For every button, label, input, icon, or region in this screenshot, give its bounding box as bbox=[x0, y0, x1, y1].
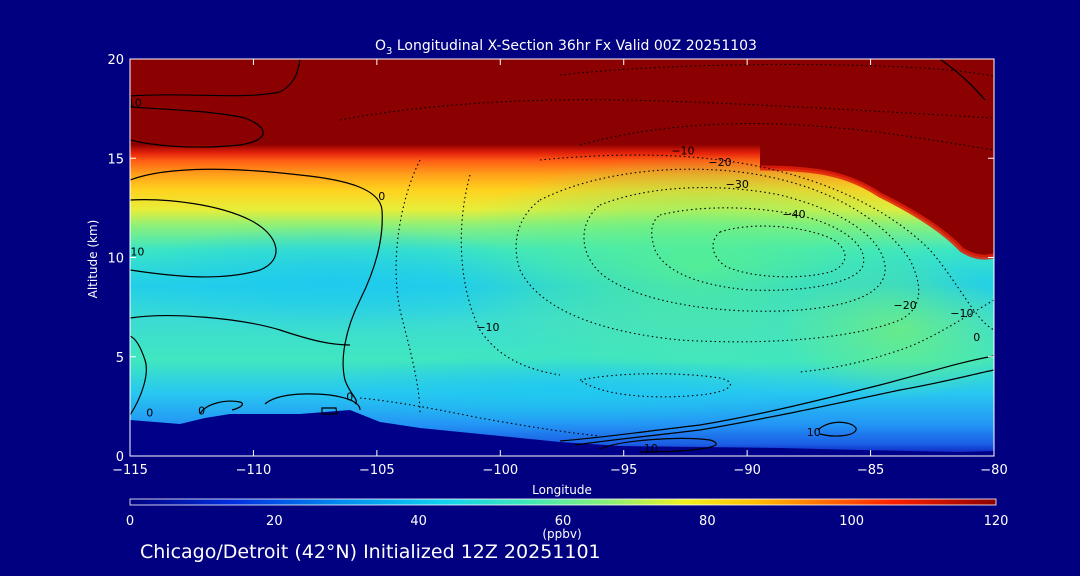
contour-label: 10 bbox=[130, 246, 144, 259]
contour-0-pocket-2 bbox=[321, 407, 338, 415]
contour-0-ridge bbox=[264, 393, 361, 411]
x-tick-label: −105 bbox=[359, 463, 395, 478]
contour-neg-upper-3 bbox=[559, 63, 994, 77]
colorbar-tick-label: 100 bbox=[839, 514, 864, 529]
y-axis: 0 5 10 15 20 bbox=[107, 53, 994, 465]
contour-neg10-west bbox=[395, 159, 421, 416]
contour-label: 0 bbox=[378, 190, 385, 203]
colorbar-unit-label: (ppbv) bbox=[542, 527, 581, 541]
contour-label: 0 bbox=[146, 406, 153, 419]
cyan-region-lower bbox=[300, 355, 820, 425]
x-tick-label: −85 bbox=[857, 463, 884, 478]
contour-0-pocket-1 bbox=[199, 400, 244, 415]
contour-10-east bbox=[574, 369, 994, 446]
x-axis: −115 −110 −105 −100 −95 −90 −85 −80 bbox=[112, 59, 1008, 478]
contour-10-upper-east bbox=[939, 59, 986, 101]
contour-label: −30 bbox=[726, 178, 749, 191]
colorbar-tick-label: 80 bbox=[699, 514, 716, 529]
chart-title-subscript: 3 bbox=[386, 46, 392, 57]
contour-neg40 bbox=[651, 207, 865, 291]
footer-info: Chicago/Detroit (42°N) Initialized 12Z 2… bbox=[140, 541, 601, 563]
chart-title: O3 Longitudinal X-Section 36hr Fx Valid … bbox=[375, 38, 757, 57]
contour-0-lower-west bbox=[130, 315, 351, 346]
contour-label: 0 bbox=[973, 331, 980, 344]
y-axis-label: Altitude (km) bbox=[86, 220, 100, 299]
contour-label: −20 bbox=[894, 299, 917, 312]
x-tick-label: −115 bbox=[112, 463, 148, 478]
colorbar-tick-label: 40 bbox=[410, 514, 427, 529]
x-tick-label: −95 bbox=[610, 463, 637, 478]
contour-label: −10 bbox=[950, 307, 973, 320]
contour-label: 10 bbox=[128, 97, 142, 110]
colorbar-tick-label: 20 bbox=[266, 514, 283, 529]
terrain bbox=[130, 410, 994, 456]
colorbar-ramp bbox=[129, 498, 997, 506]
tropopause-east-edge bbox=[759, 165, 994, 260]
colorbar-tick-label: 60 bbox=[555, 514, 572, 529]
colorbar: 0 20 40 60 80 100 120 (ppbv) bbox=[126, 498, 1009, 541]
green-region-east bbox=[780, 260, 994, 400]
contour-10-upper-west bbox=[130, 59, 301, 97]
contour-neg10-sfc-west bbox=[359, 397, 601, 437]
contour-10-surface-east bbox=[599, 437, 717, 453]
chart-title-prefix: O bbox=[375, 38, 386, 54]
contour-neg50 bbox=[712, 225, 846, 278]
contour-label: −20 bbox=[708, 156, 731, 169]
y-tick-label: 10 bbox=[107, 252, 124, 267]
contour-neg-upper-1 bbox=[579, 122, 994, 151]
y-tick-label: 5 bbox=[116, 351, 124, 366]
y-tick-label: 15 bbox=[107, 152, 124, 167]
contour-10-pocket-east bbox=[817, 421, 857, 437]
colorbar-tick-label: 120 bbox=[984, 514, 1009, 529]
contour-label: −40 bbox=[782, 208, 805, 221]
contour-neg10-near-sfc bbox=[579, 373, 731, 398]
colorbar-tick-label: 0 bbox=[126, 514, 134, 529]
contour-10-stratosphere bbox=[130, 106, 264, 148]
x-tick-label: −110 bbox=[236, 463, 272, 478]
contour-label: 10 bbox=[644, 442, 658, 455]
contour-neg10-mid bbox=[460, 174, 561, 376]
contour-label: 10 bbox=[807, 426, 821, 439]
contour-label: 0 bbox=[198, 404, 205, 417]
x-tick-label: −80 bbox=[980, 463, 1007, 478]
chart-title-rest: Longitudinal X-Section 36hr Fx Valid 00Z… bbox=[392, 38, 757, 54]
contour-lines-dotted bbox=[339, 63, 994, 437]
x-tick-label: −100 bbox=[482, 463, 518, 478]
contour-0-east bbox=[559, 355, 994, 442]
stratosphere-east-fold bbox=[760, 59, 994, 258]
contour-neg-upper-2 bbox=[339, 99, 994, 121]
contour-label: 0 bbox=[346, 390, 353, 403]
contour-0-sfc-west bbox=[130, 335, 147, 416]
x-tick-label: −90 bbox=[733, 463, 760, 478]
contour-10-jet bbox=[130, 199, 277, 278]
y-tick-label: 0 bbox=[116, 450, 124, 465]
x-axis-label: Longitude bbox=[532, 483, 592, 497]
colorbar-ticks: 0 20 40 60 80 100 120 bbox=[126, 514, 1009, 529]
contour-label: −10 bbox=[671, 144, 694, 157]
contour-lines-solid bbox=[130, 59, 994, 453]
contour-neg30 bbox=[583, 187, 886, 312]
y-tick-label: 20 bbox=[107, 53, 124, 68]
contour-0-west bbox=[130, 168, 383, 405]
contour-label: −10 bbox=[476, 321, 499, 334]
cyan-region-west bbox=[130, 225, 550, 335]
